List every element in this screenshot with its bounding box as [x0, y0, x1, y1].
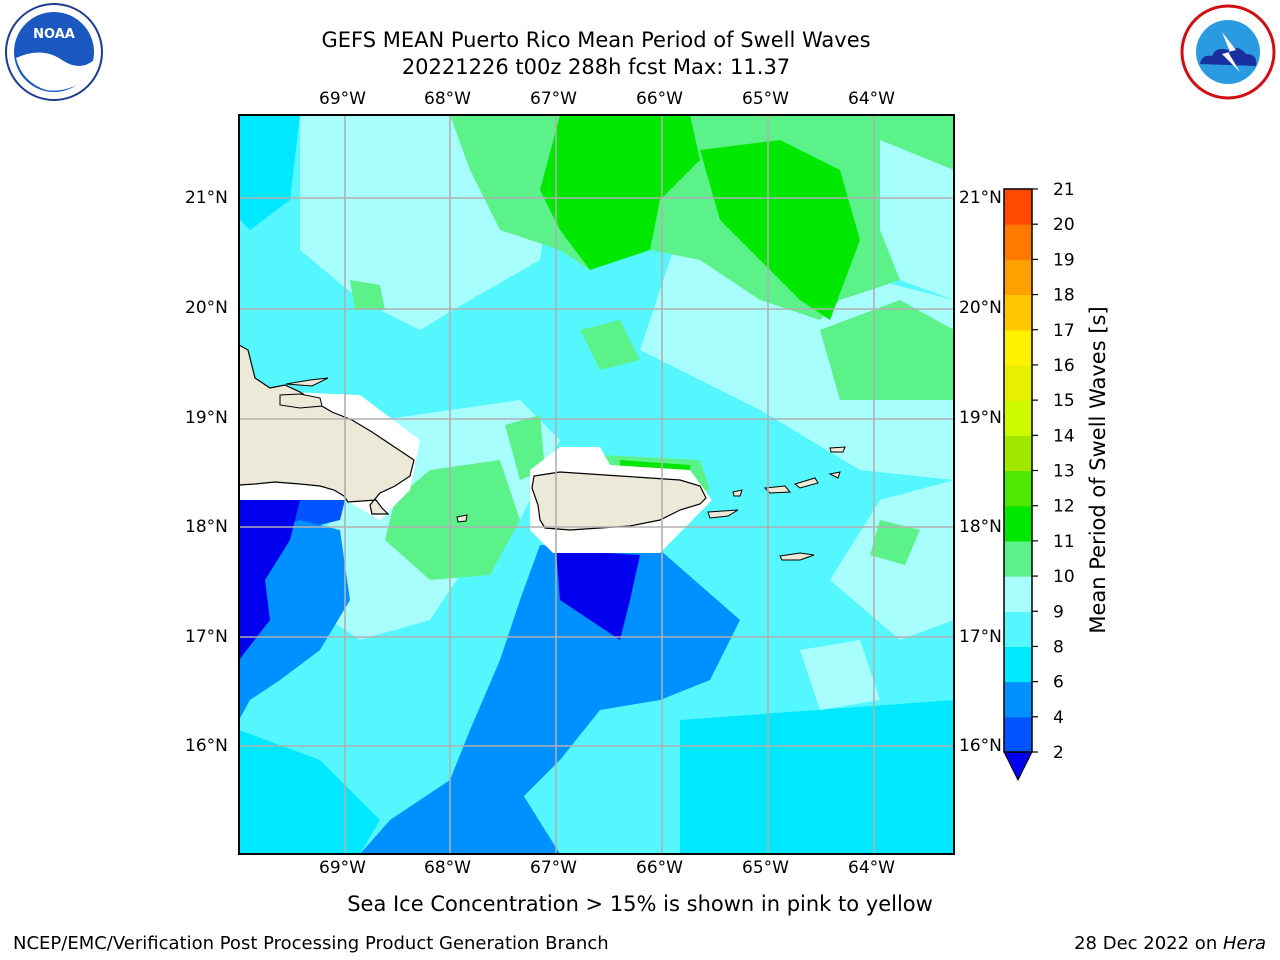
colorbar-tick-label: 8	[1053, 637, 1064, 657]
lon-tick-bottom: 65°W	[742, 858, 789, 878]
lat-tick-right: 18°N	[959, 517, 1002, 537]
lon-tick-bottom: 67°W	[530, 858, 577, 878]
contour-field	[239, 115, 954, 854]
footer-left: NCEP/EMC/Verification Post Processing Pr…	[13, 933, 609, 954]
lat-tick-left: 17°N	[185, 627, 228, 647]
colorbar-tick-label: 9	[1053, 602, 1064, 622]
footer-right: 28 Dec 2022 on Hera	[1074, 933, 1266, 954]
lat-tick-right: 21°N	[959, 188, 1002, 208]
colorbar-segment	[1004, 716, 1032, 753]
colorbar-tick-label: 16	[1053, 356, 1075, 376]
lon-tick-bottom: 68°W	[424, 858, 471, 878]
colorbar-extend-triangle	[1003, 751, 1033, 782]
footer-host: Hera	[1222, 933, 1266, 954]
colorbar-tick-label: 4	[1053, 708, 1064, 728]
colorbar-tick-label: 2	[1053, 743, 1064, 763]
colorbar: 2 4 6 8 9 10 11 12 13 14 15 16 17 18 19 20 21	[1003, 180, 1075, 782]
chart-title: GEFS MEAN Puerto Rico Mean Period of Swe…	[321, 28, 871, 52]
colorbar-segment	[1004, 224, 1032, 260]
colorbar-segment	[1004, 435, 1032, 472]
lon-tick-top: 68°W	[424, 89, 471, 109]
lat-tick-left: 18°N	[185, 517, 228, 537]
colorbar-segment	[1004, 540, 1032, 577]
colorbar-tick-label: 20	[1053, 215, 1075, 235]
colorbar-tick-label: 12	[1053, 497, 1075, 517]
colorbar-segment	[1004, 189, 1032, 225]
colorbar-segment	[1004, 329, 1032, 366]
lat-tick-left: 16°N	[185, 736, 228, 756]
lat-tick-right: 19°N	[959, 408, 1002, 428]
colorbar-tick-label: 21	[1053, 180, 1075, 200]
sea-ice-note: Sea Ice Concentration > 15% is shown in …	[0, 892, 1280, 916]
colorbar-tick-label: 14	[1053, 426, 1075, 446]
nws-logo	[1180, 4, 1276, 100]
colorbar-segment	[1004, 681, 1032, 718]
colorbar-tick-label: 10	[1053, 567, 1075, 587]
colorbar-segment	[1004, 611, 1032, 648]
colorbar-segment	[1004, 294, 1032, 331]
colorbar-segment	[1004, 364, 1032, 401]
lon-tick-bottom: 69°W	[319, 858, 366, 878]
noaa-logo-text: NOAA	[33, 27, 75, 42]
lat-tick-left: 21°N	[185, 188, 228, 208]
colorbar-label: Mean Period of Swell Waves [s]	[1086, 306, 1110, 634]
colorbar-segment	[1004, 576, 1032, 612]
colorbar-tick-label: 11	[1053, 532, 1075, 552]
colorbar-tick-label: 18	[1053, 286, 1075, 306]
colorbar-segment	[1004, 259, 1032, 296]
colorbar-tick-label: 15	[1053, 391, 1075, 411]
colorbar-segment	[1004, 646, 1032, 683]
colorbar-tick-label: 17	[1053, 321, 1075, 341]
lat-tick-left: 20°N	[185, 298, 228, 318]
lat-tick-right: 16°N	[959, 736, 1002, 756]
colorbar-tick-label: 13	[1053, 462, 1075, 482]
lat-tick-left: 19°N	[185, 408, 228, 428]
lon-tick-top: 67°W	[530, 89, 577, 109]
lon-tick-top: 66°W	[636, 89, 683, 109]
colorbar-segment	[1004, 505, 1032, 542]
lon-tick-top: 64°W	[848, 89, 895, 109]
chart-subtitle: 20221226 t00z 288h fcst Max: 11.37	[401, 55, 791, 79]
lon-tick-bottom: 66°W	[636, 858, 683, 878]
colorbar-tick-label: 19	[1053, 250, 1075, 270]
colorbar-segment	[1004, 470, 1032, 507]
sea-ice-note-text: Sea Ice Concentration > 15% is shown in …	[347, 892, 933, 916]
colorbar-segment	[1004, 400, 1032, 436]
lat-tick-right: 17°N	[959, 627, 1002, 647]
map-frame	[238, 114, 955, 855]
lon-tick-top: 65°W	[742, 89, 789, 109]
lon-tick-bottom: 64°W	[848, 858, 895, 878]
lon-tick-top: 69°W	[319, 89, 366, 109]
noaa-logo: NOAA	[5, 3, 103, 101]
footer-date: 28 Dec 2022 on	[1074, 933, 1223, 954]
gridlines	[239, 115, 954, 854]
lat-tick-right: 20°N	[959, 298, 1002, 318]
colorbar-tick-label: 6	[1053, 673, 1064, 693]
